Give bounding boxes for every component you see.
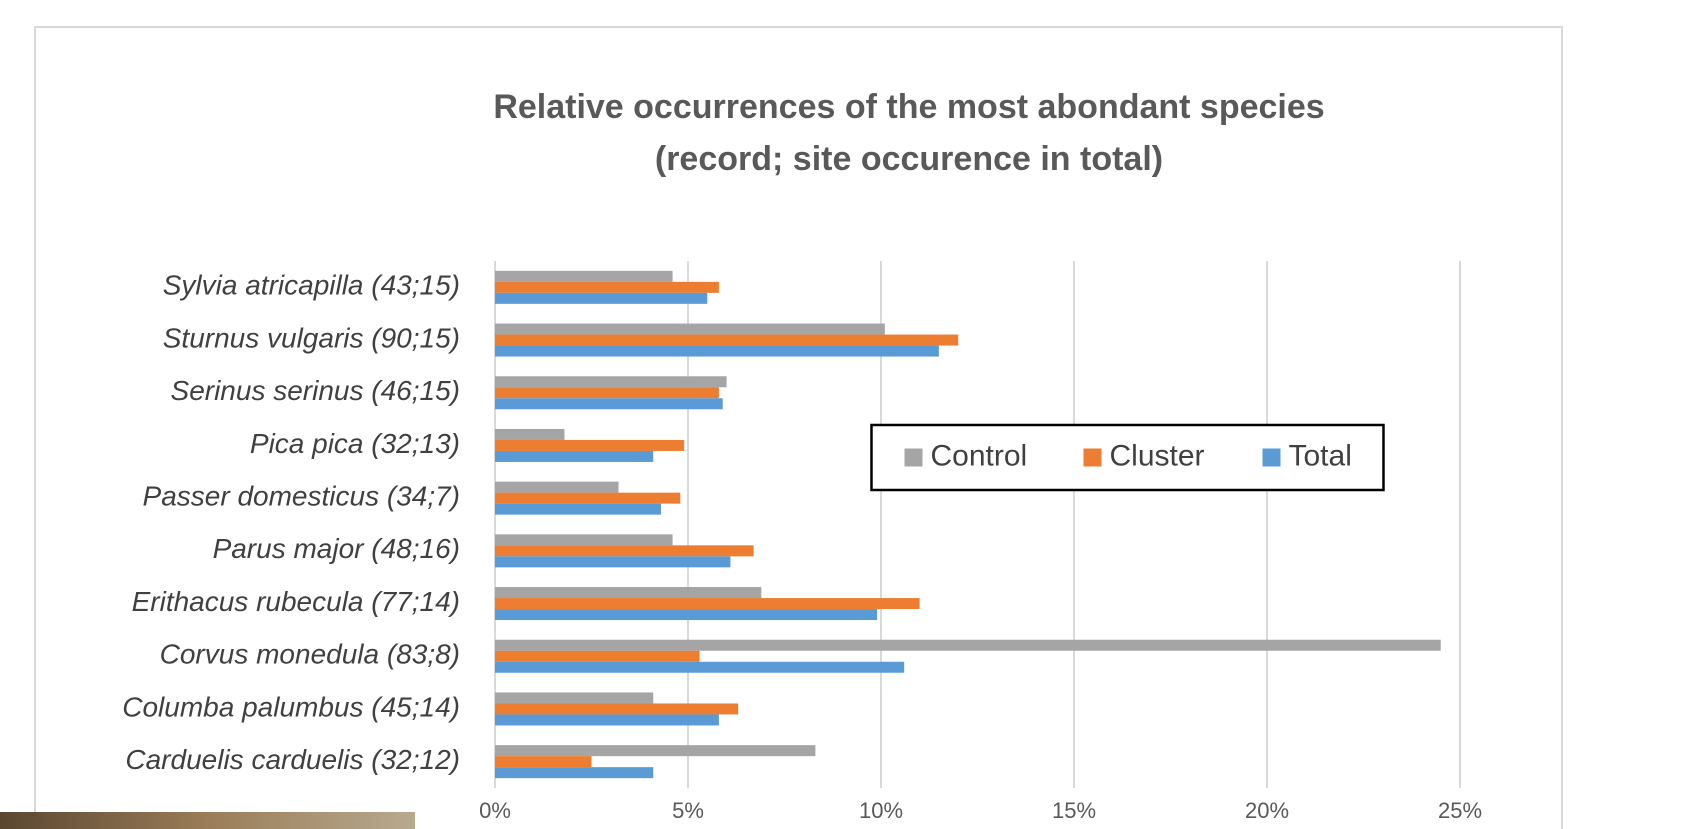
- legend-label: Total: [1289, 439, 1352, 472]
- bar: [495, 429, 564, 440]
- legend-label: Control: [931, 439, 1028, 472]
- bar: [495, 703, 738, 714]
- x-tick-label: 5%: [672, 798, 704, 823]
- y-tick-label: Sturnus vulgaris (90;15): [163, 322, 460, 353]
- bar: [495, 745, 815, 756]
- y-tick-label: Columba palumbus (45;14): [122, 691, 460, 722]
- bar: [495, 493, 680, 504]
- page: Relative occurrences of the most abondan…: [0, 0, 1685, 829]
- bar: [495, 651, 700, 662]
- photo-fragment: [0, 812, 415, 829]
- bar: [495, 640, 1441, 651]
- y-tick-label: Corvus monedula (83;8): [160, 639, 460, 670]
- x-tick-label: 25%: [1438, 798, 1482, 823]
- y-tick-label: Serinus serinus (46;15): [171, 375, 460, 406]
- bar: [495, 346, 939, 357]
- bar: [495, 451, 653, 462]
- x-tick-label: 20%: [1245, 798, 1289, 823]
- bar: [495, 324, 885, 335]
- y-tick-label: Parus major (48;16): [213, 533, 460, 564]
- chart: Relative occurrences of the most abondan…: [0, 0, 1685, 829]
- y-tick-label: Passer domesticus (34;7): [143, 481, 460, 512]
- legend-swatch: [1084, 449, 1102, 467]
- bar: [495, 587, 761, 598]
- bar: [495, 376, 727, 387]
- bar: [495, 398, 723, 409]
- bar: [495, 609, 877, 620]
- bar: [495, 293, 707, 304]
- legend-swatch: [1263, 449, 1281, 467]
- y-tick-label: Sylvia atricapilla (43;15): [163, 270, 460, 301]
- bar: [495, 335, 958, 346]
- bar: [495, 504, 661, 515]
- y-tick-label: Carduelis carduelis (32;12): [125, 744, 460, 775]
- bar: [495, 387, 719, 398]
- bar: [495, 282, 719, 293]
- bar: [495, 692, 653, 703]
- bar: [495, 767, 653, 778]
- x-tick-label: 10%: [859, 798, 903, 823]
- bar: [495, 556, 730, 567]
- bar: [495, 598, 920, 609]
- bar: [495, 714, 719, 725]
- chart-title: Relative occurrences of the most abondan…: [493, 88, 1324, 126]
- y-tick-label: Erithacus rubecula (77;14): [132, 586, 460, 617]
- bar: [495, 545, 754, 556]
- bar: [495, 482, 619, 493]
- x-tick-label: 0%: [479, 798, 511, 823]
- legend-swatch: [905, 449, 923, 467]
- chart-subtitle: (record; site occurence in total): [655, 140, 1163, 178]
- x-tick-label: 15%: [1052, 798, 1096, 823]
- bar: [495, 271, 673, 282]
- bar: [495, 756, 592, 767]
- bar: [495, 534, 673, 545]
- bar: [495, 662, 904, 673]
- legend-label: Cluster: [1110, 439, 1205, 472]
- bar: [495, 440, 684, 451]
- y-tick-label: Pica pica (32;13): [250, 428, 460, 459]
